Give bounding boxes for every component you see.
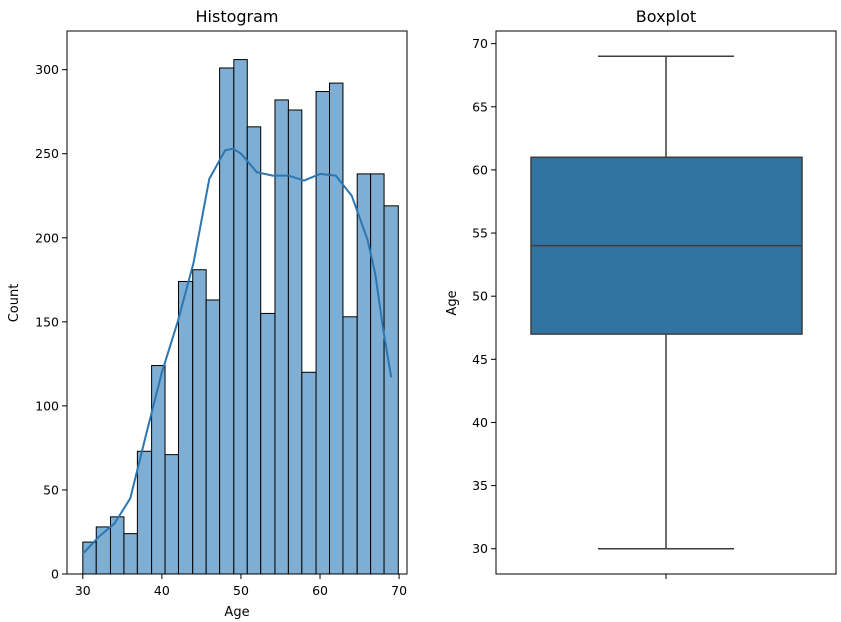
histogram-bar — [260, 312, 276, 575]
boxplot-body — [530, 55, 803, 550]
histogram-bar — [342, 316, 358, 575]
histogram-bar — [356, 173, 372, 575]
kde-curve — [82, 147, 393, 555]
y-tick-label: 40 — [472, 415, 488, 430]
histogram-axes-frame — [66, 30, 408, 575]
histogram-x-axis-label: Age — [224, 605, 249, 620]
boxplot-y-axis-label: Age — [445, 290, 460, 315]
y-tick-label: 200 — [35, 230, 59, 245]
histogram-bar — [246, 126, 262, 575]
histogram-bar — [329, 82, 344, 575]
boxplot-panel: Boxplot 30 35 40 45 50 55 60 65 70 Age — [445, 7, 837, 579]
histogram-bar — [370, 173, 385, 575]
y-tick-label: 35 — [472, 478, 488, 493]
histogram-bar — [205, 299, 221, 575]
boxplot-y-ticks: 30 35 40 45 50 55 60 65 70 — [472, 36, 496, 556]
histogram-bar — [383, 205, 399, 575]
histogram-bar — [177, 280, 194, 575]
y-tick-label: 300 — [35, 62, 59, 77]
y-tick-label: 70 — [472, 36, 488, 51]
histogram-panel: Histogram 30 40 50 60 70 050100150200250300 … — [7, 7, 408, 620]
histogram-bar — [274, 99, 289, 575]
histogram-bar — [301, 371, 317, 575]
histogram-bar — [151, 365, 166, 575]
y-tick-label: 55 — [472, 226, 488, 241]
x-tick-label: 30 — [75, 583, 91, 598]
x-tick-label: 60 — [312, 583, 328, 598]
histogram-bar — [164, 454, 179, 575]
histogram-bar — [315, 91, 331, 575]
y-tick-label: 60 — [472, 162, 488, 177]
y-tick-label: 30 — [472, 541, 488, 556]
y-tick-label: 0 — [51, 567, 59, 582]
histogram-title: Histogram — [196, 7, 279, 26]
histogram-y-ticks: 0 50 100 150 200 250 300 — [35, 62, 67, 582]
y-tick-label: 150 — [35, 314, 59, 329]
boxplot-title: Boxplot — [636, 7, 696, 26]
histogram-bar — [136, 450, 153, 575]
histogram-bar — [219, 67, 235, 575]
y-tick-label: 45 — [472, 352, 488, 367]
x-tick-label: 70 — [391, 583, 407, 598]
x-tick-label: 50 — [233, 583, 249, 598]
histogram-bar — [123, 533, 138, 575]
histogram-y-axis-label: Count — [7, 284, 22, 323]
histogram-x-ticks: 30 40 50 60 70 — [75, 574, 407, 598]
y-tick-label: 50 — [43, 482, 59, 497]
histogram-bar — [233, 59, 248, 575]
y-tick-label: 65 — [472, 99, 488, 114]
histogram-bar — [192, 269, 207, 575]
y-tick-label: 250 — [35, 146, 59, 161]
y-tick-label: 100 — [35, 398, 59, 413]
y-tick-label: 50 — [472, 289, 488, 304]
x-tick-label: 40 — [154, 583, 170, 598]
